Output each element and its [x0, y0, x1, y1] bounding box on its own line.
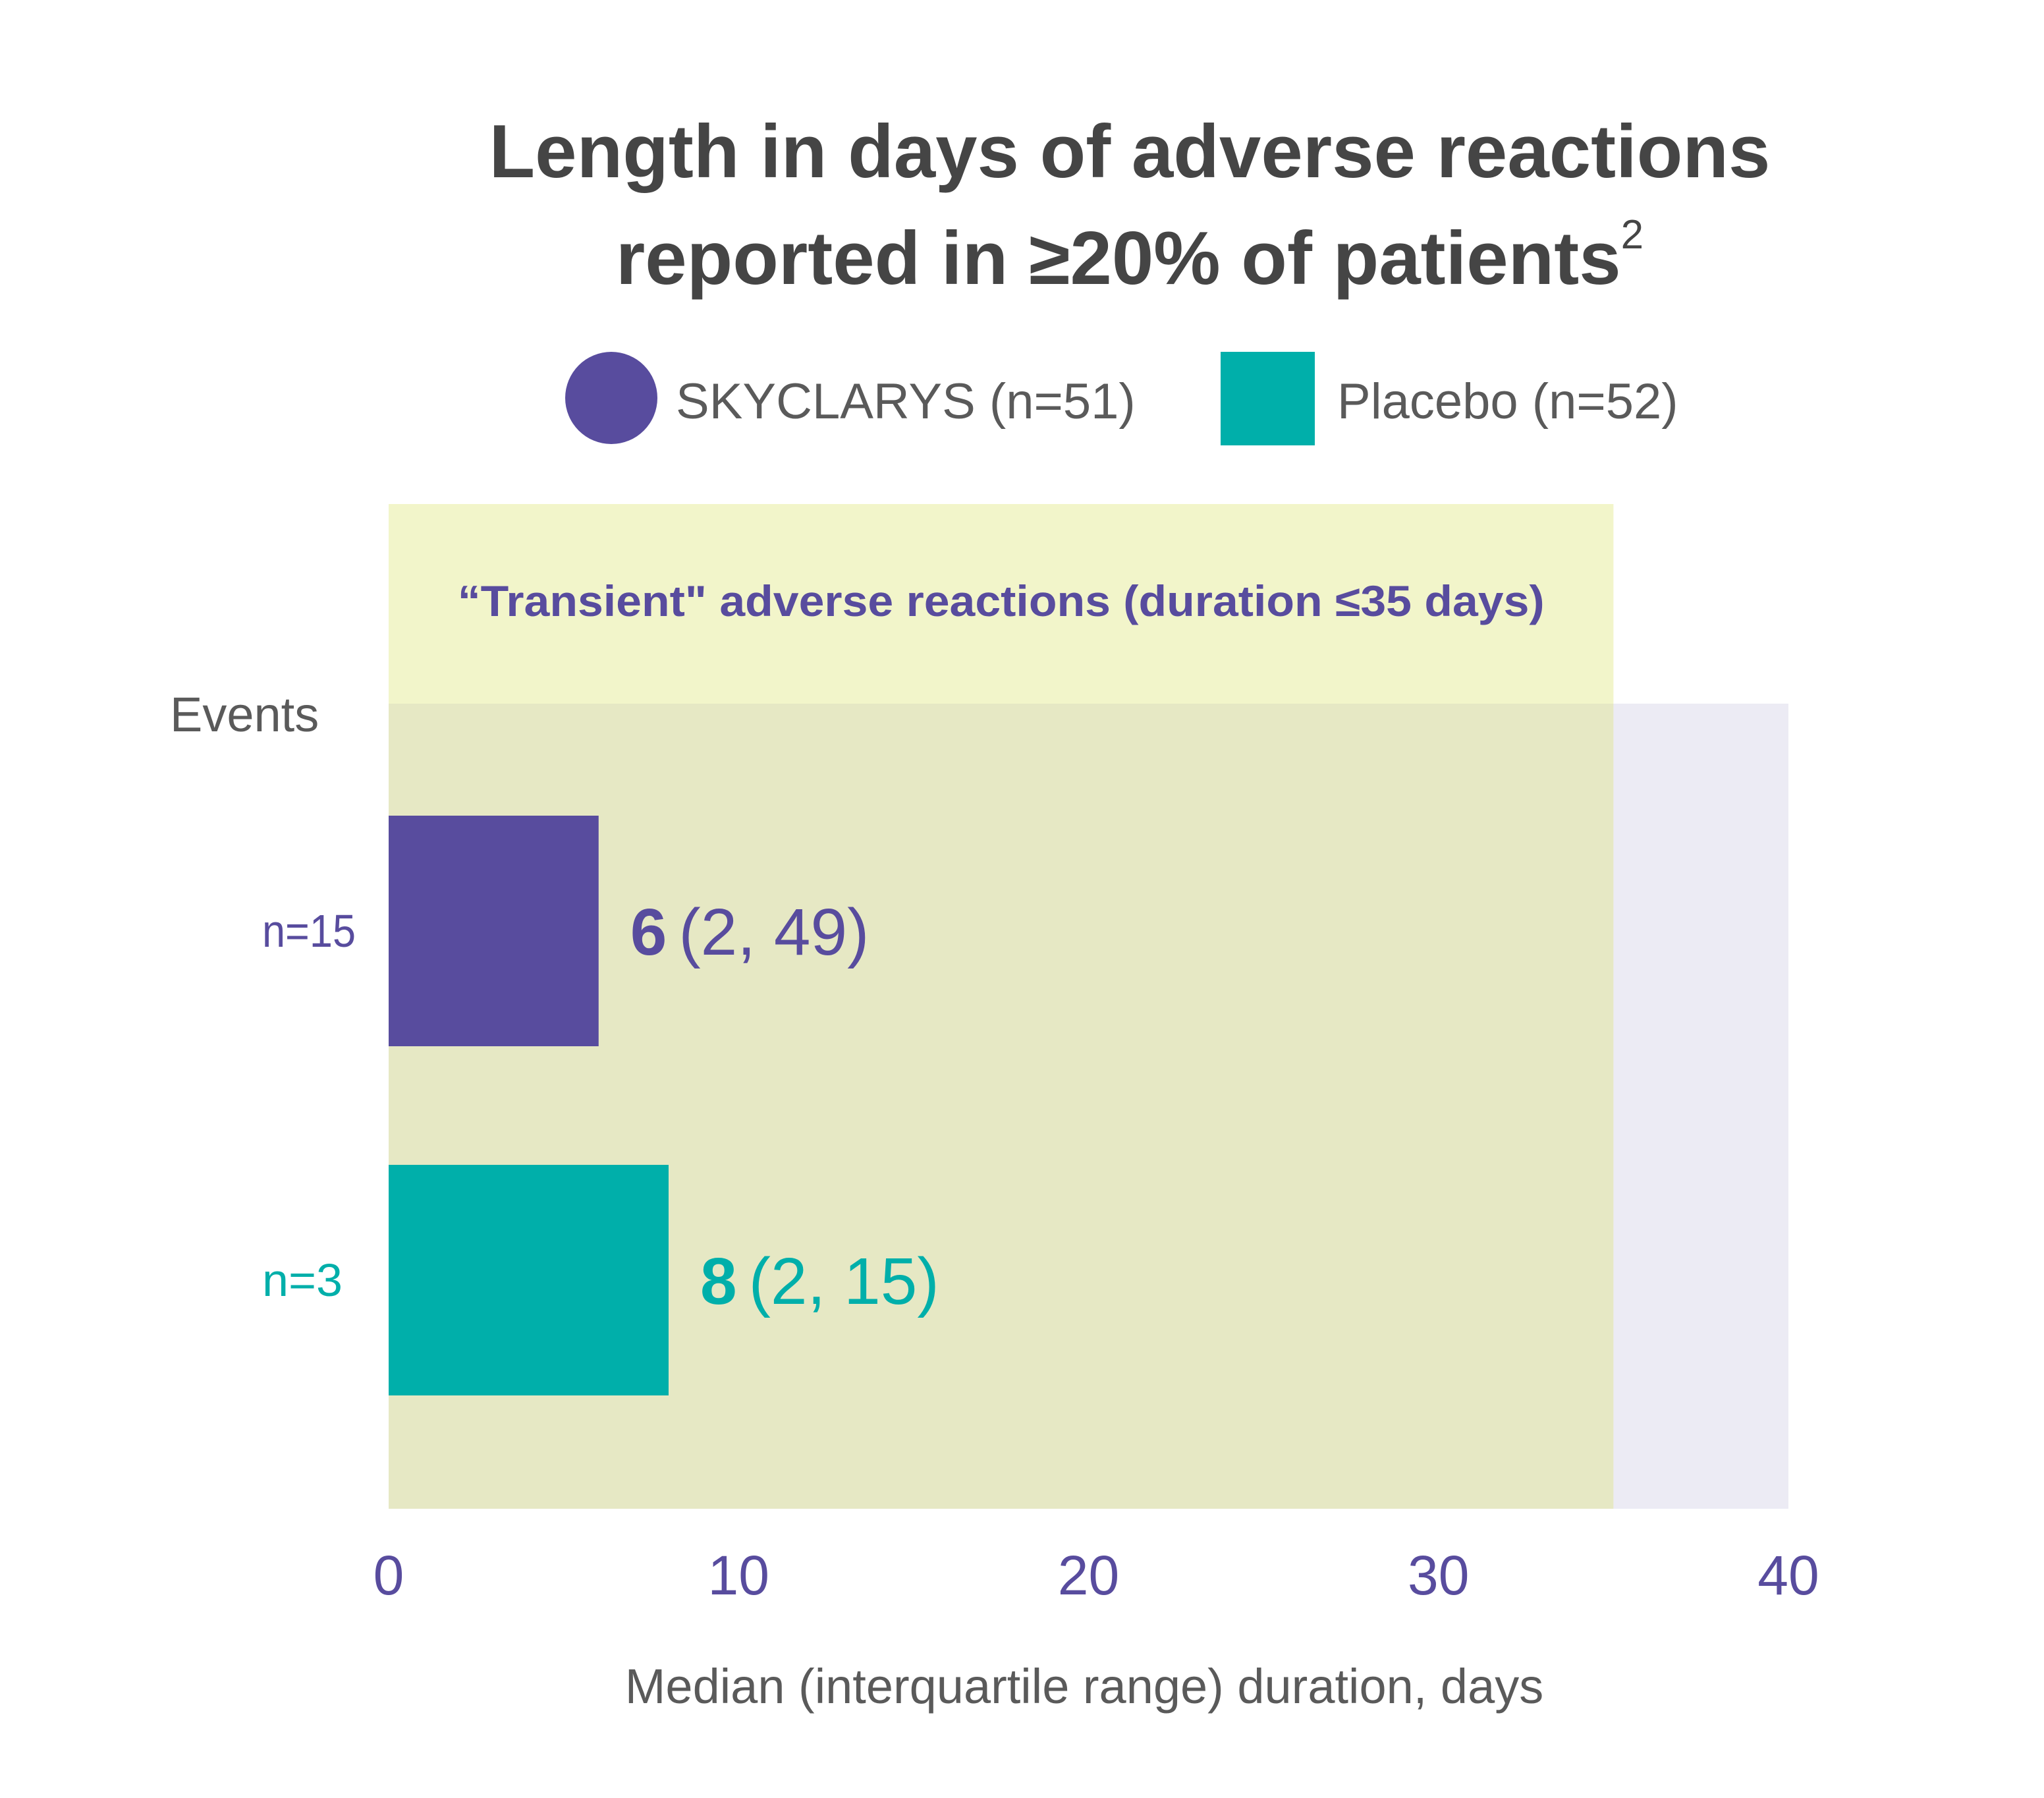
value-label-skyclarys: 6 (2, 49) — [630, 895, 870, 969]
bar-placebo — [389, 1165, 669, 1395]
legend-swatch-placebo — [1221, 352, 1315, 445]
x-axis-label: Median (interquartile range) duration, d… — [625, 1659, 1543, 1714]
event-count-placebo: n=3 — [262, 1254, 343, 1306]
chart-title: Length in days of adverse reactions repo… — [356, 99, 1904, 312]
median-value-skyclarys: 6 — [630, 895, 667, 969]
chart-title-line-1: Length in days of adverse reactions — [489, 110, 1771, 194]
legend-label-skyclarys: SKYCLARYS (n=51) — [676, 374, 1136, 430]
x-tick-label: 10 — [708, 1544, 769, 1606]
transient-band-label: “Transient" adverse reactions (duration … — [458, 576, 1545, 625]
chart-title-footnote: 2 — [1620, 212, 1644, 258]
chart-title-line-2-text: reported in ≥20% of patients — [615, 217, 1621, 300]
iqr-value-placebo: (2, 15) — [749, 1245, 939, 1318]
x-tick-label: 20 — [1058, 1544, 1119, 1606]
chart-title-line-2: reported in ≥20% of patients2 — [356, 206, 1904, 312]
value-label-placebo: 8 (2, 15) — [700, 1245, 939, 1318]
legend-label-placebo: Placebo (n=52) — [1337, 374, 1678, 430]
legend-swatch-skyclarys — [565, 352, 657, 444]
x-tick-label: 0 — [373, 1544, 404, 1606]
events-header-label: Events — [170, 687, 319, 742]
bar-skyclarys — [389, 816, 599, 1046]
median-value-placebo: 8 — [700, 1245, 737, 1318]
event-count-skyclarys: n=15 — [262, 905, 356, 957]
x-tick-label: 40 — [1757, 1544, 1819, 1606]
x-tick-label: 30 — [1408, 1544, 1469, 1606]
transient-band-header — [389, 504, 1614, 704]
iqr-value-skyclarys: (2, 49) — [678, 895, 869, 969]
